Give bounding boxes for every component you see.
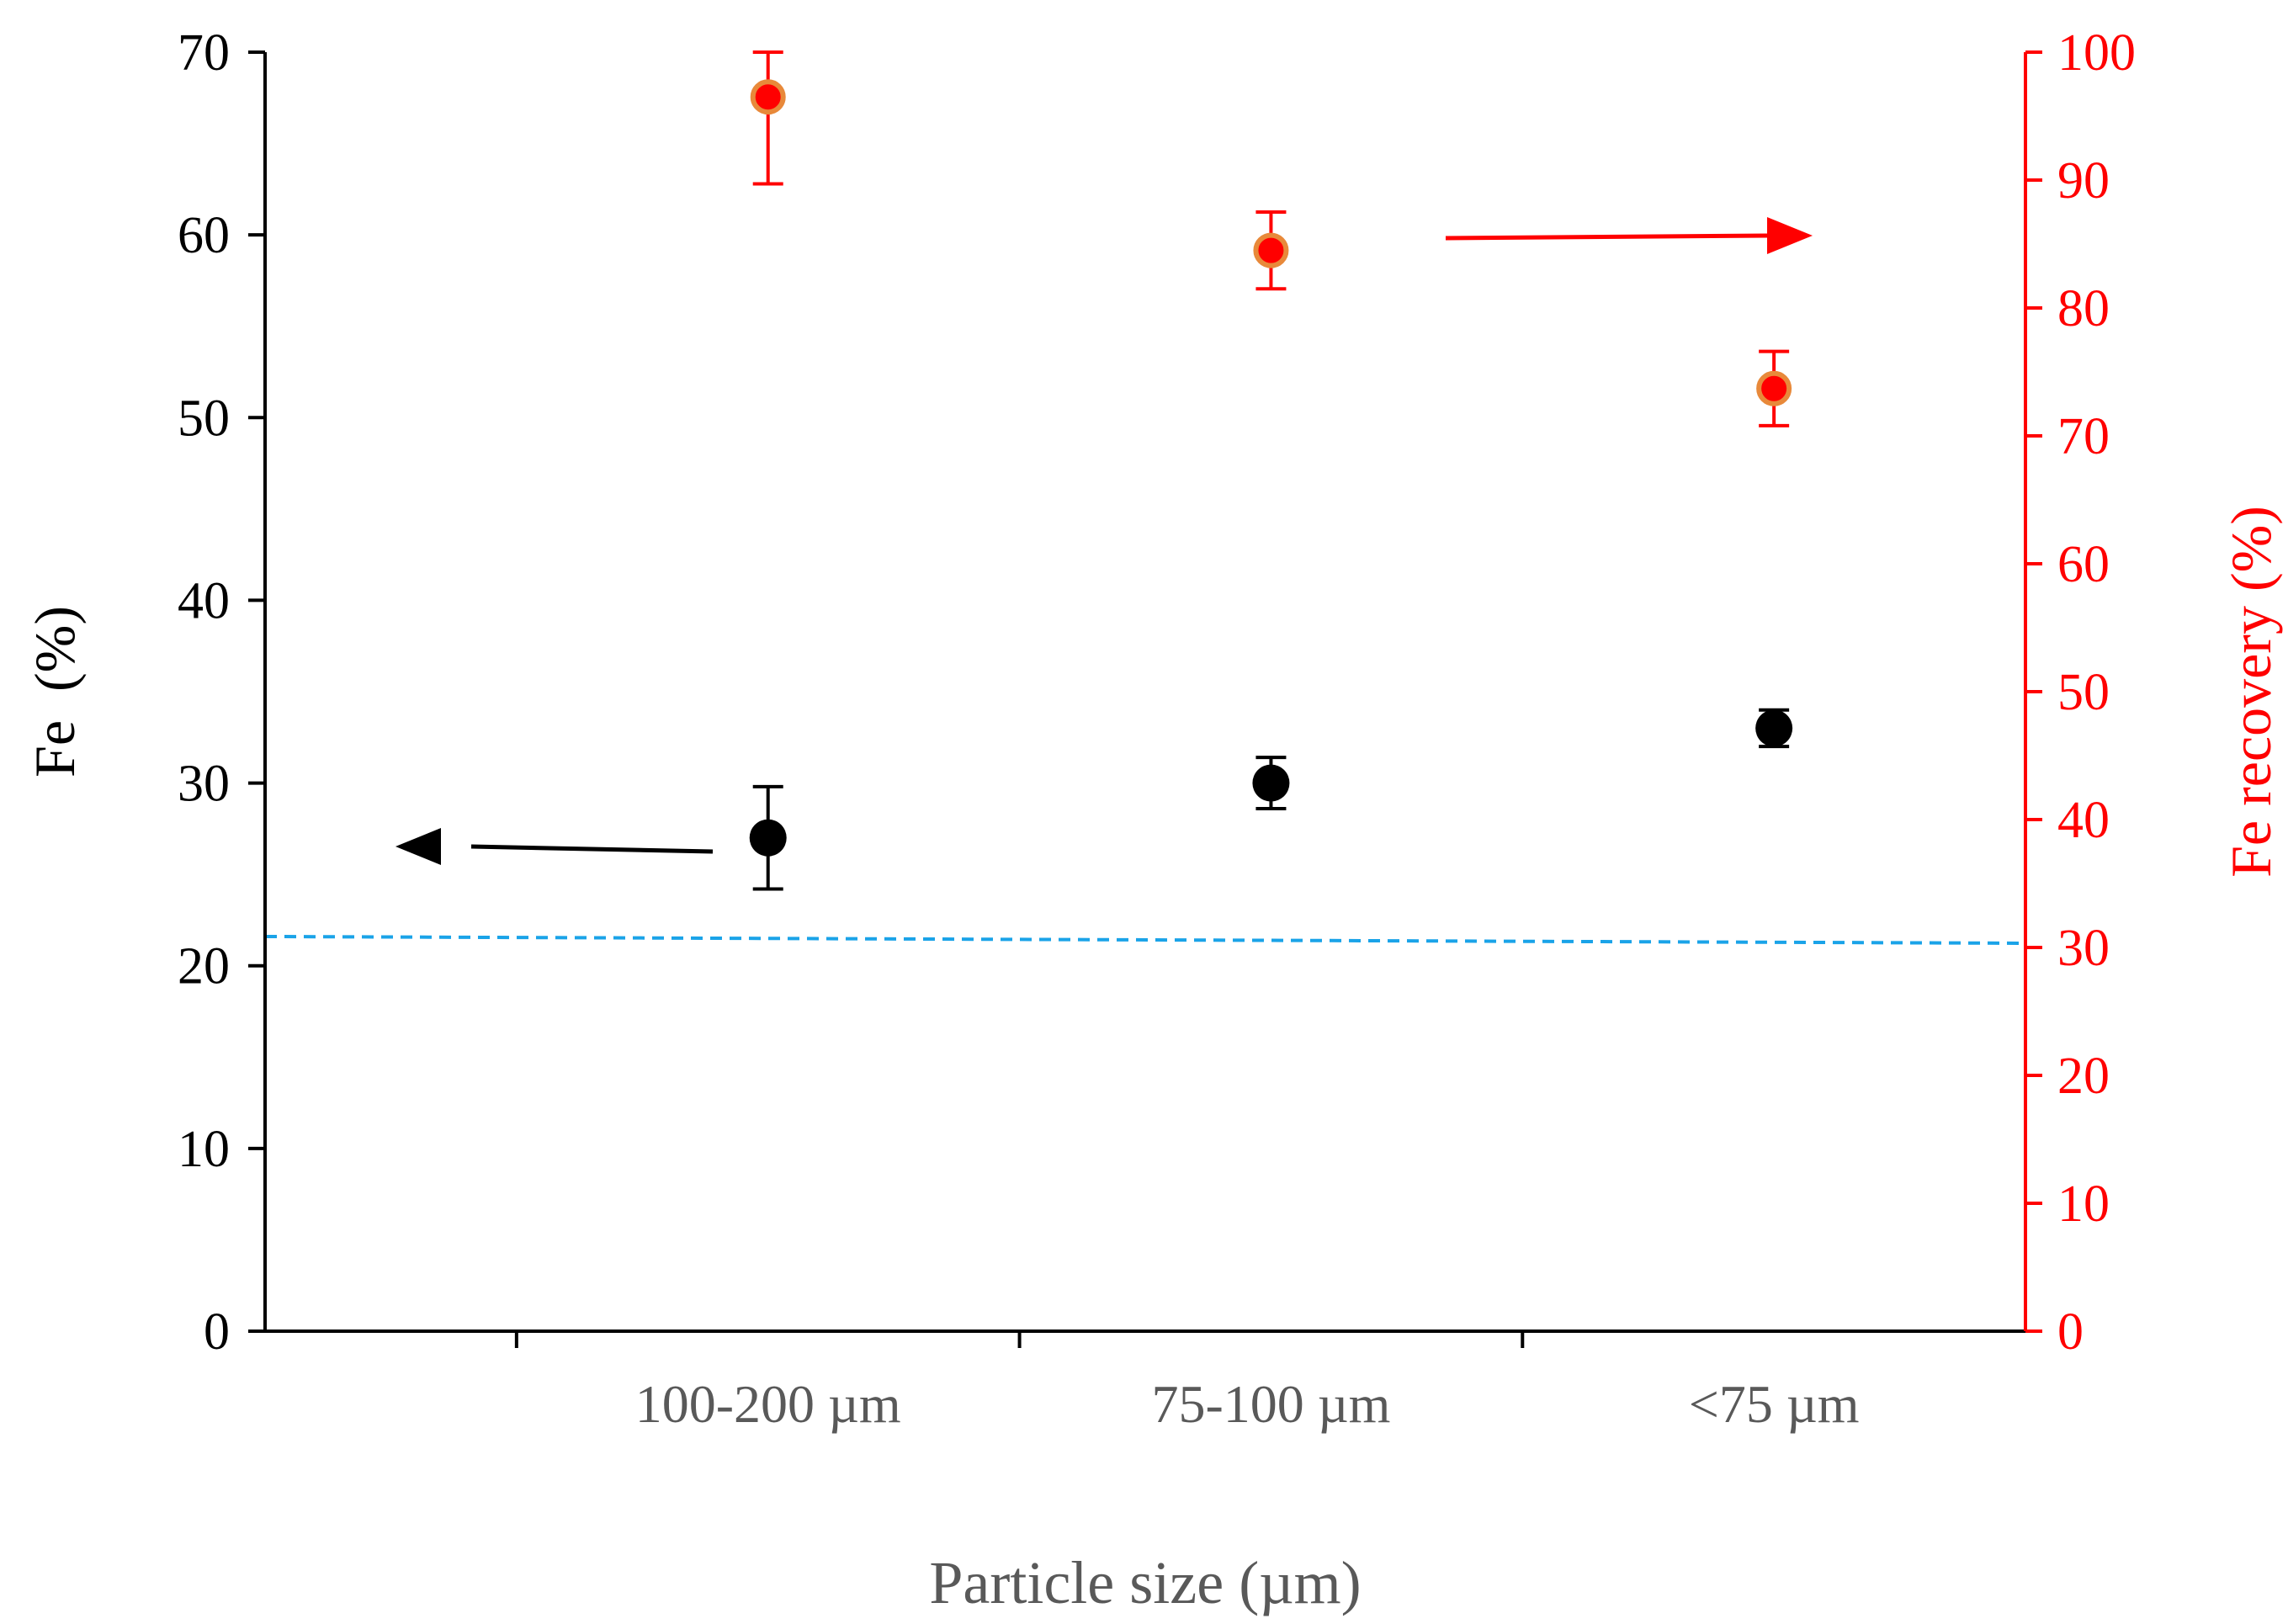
- left-tick-label: 40: [178, 572, 230, 629]
- arrow-right-icon: [1767, 217, 1813, 254]
- reference-line: [264, 934, 2026, 945]
- x-axis-title: Particle size (µm): [929, 1549, 1361, 1616]
- fe-point: [1252, 764, 1290, 802]
- right-tick-label: 80: [2057, 280, 2110, 337]
- right-tick-label: 20: [2057, 1048, 2110, 1105]
- arrow-left-icon: [395, 828, 441, 865]
- left-tick-label: 0: [204, 1303, 230, 1361]
- left-tick-label: 30: [178, 756, 230, 813]
- left-tick-label: 60: [178, 207, 230, 264]
- error-bars-layer: [752, 50, 1790, 891]
- left-tick-label: 10: [178, 1121, 230, 1178]
- axes-layer: [263, 52, 2027, 1333]
- recovery-point: [750, 79, 786, 115]
- left-tick-label: 20: [178, 938, 230, 995]
- right-tick-label: 70: [2057, 408, 2110, 465]
- right-tick-label: 90: [2057, 152, 2110, 210]
- arrows-layer: [395, 217, 1813, 865]
- left-tick-label: 50: [178, 390, 230, 447]
- right-axis-title: Fe recovery (%): [2219, 506, 2283, 878]
- left-tick-label: 70: [178, 24, 230, 82]
- right-tick-label: 30: [2057, 920, 2110, 977]
- left-axis-arrow-shaft: [470, 844, 714, 854]
- fe-point: [749, 819, 787, 857]
- right-tick-label: 50: [2057, 664, 2110, 721]
- fe-point: [1755, 709, 1793, 747]
- right-tick-label: 100: [2057, 24, 2136, 82]
- right-axis-arrow-shaft: [1445, 233, 1768, 241]
- recovery-point: [1253, 232, 1289, 268]
- reference-layer: [264, 934, 2026, 945]
- right-tick-label: 0: [2057, 1303, 2084, 1361]
- category-label: <75 µm: [1689, 1374, 1860, 1434]
- right-tick-label: 60: [2057, 536, 2110, 593]
- category-label: 75-100 µm: [1151, 1374, 1390, 1434]
- right-tick-label: 10: [2057, 1176, 2110, 1233]
- category-label: 100-200 µm: [635, 1374, 901, 1434]
- left-axis-title: Fe (%): [23, 606, 87, 778]
- ticks-layer: 0 10 20 30 40 50 60 70 0 10 20 30 40 50 60 70 80 90 100 100…: [178, 24, 2136, 1434]
- labels-layer: Fe (%) Fe recovery (%) Particle size (µm): [23, 506, 2283, 1616]
- recovery-point: [1756, 370, 1792, 406]
- points-layer: [749, 79, 1793, 857]
- right-tick-label: 40: [2057, 792, 2110, 849]
